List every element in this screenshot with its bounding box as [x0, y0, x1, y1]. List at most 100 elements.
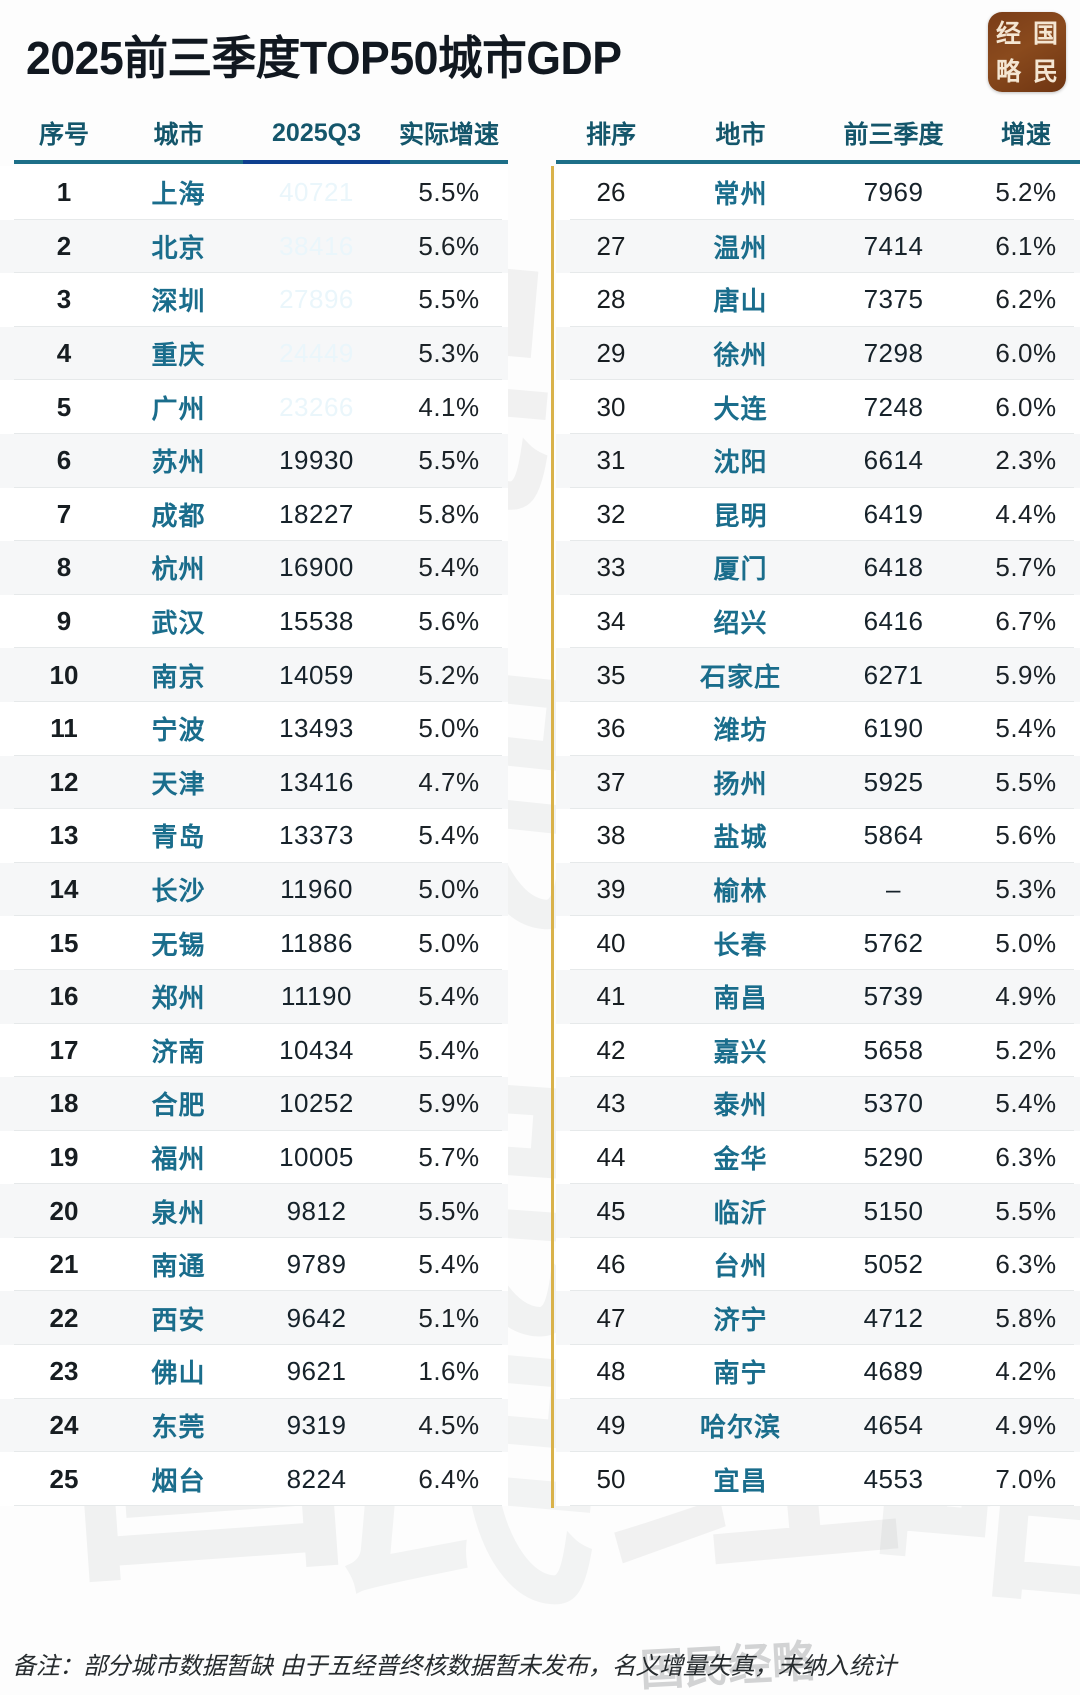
cell-rate: 6.7% — [995, 606, 1057, 637]
cell-city: 上海 — [151, 180, 206, 211]
cell-rate: 5.6% — [418, 606, 480, 637]
cell-rank: 37 — [596, 766, 626, 797]
cell-rank: 30 — [596, 391, 626, 422]
cell-value: 11886 — [280, 927, 353, 958]
cell-city: 扬州 — [713, 769, 768, 800]
cell-city: 青岛 — [151, 823, 206, 854]
cell-value: 8224 — [286, 1463, 347, 1494]
cell-rank: 35 — [596, 659, 626, 690]
cell-rate: 5.2% — [995, 1034, 1057, 1065]
cell-value: 5658 — [863, 1034, 924, 1065]
cell-rank: 24 — [49, 1409, 79, 1440]
cell-city: 宜昌 — [713, 1466, 768, 1497]
cell-value: 10005 — [279, 1141, 354, 1172]
table-row: 32 昆明 6419 4.4% — [556, 487, 1080, 542]
table-row: 6 苏州 19930 5.5% — [0, 433, 508, 488]
table-row: 20 泉州 9812 5.5% — [0, 1184, 508, 1238]
cell-value: 9319 — [286, 1409, 347, 1440]
cell-rate: 7.0% — [995, 1463, 1057, 1494]
cell-city: 哈尔滨 — [699, 1412, 781, 1443]
cell-rate: 5.4% — [418, 981, 480, 1012]
cell-rate: 6.4% — [418, 1463, 480, 1494]
cell-value: 7248 — [863, 391, 924, 422]
cell-city: 厦门 — [713, 555, 768, 586]
cell-rate: 5.9% — [418, 1088, 480, 1119]
cell-rate: 6.0% — [995, 338, 1057, 369]
cell-city: 昆明 — [713, 501, 768, 532]
table-row: 41 南昌 5739 4.9% — [556, 969, 1080, 1024]
cell-city: 潍坊 — [713, 716, 768, 747]
cell-rate: 4.7% — [418, 766, 480, 797]
cell-rate: 5.5% — [418, 445, 480, 476]
cell-rank: 16 — [49, 981, 79, 1012]
table-row: 22 西安 9642 5.1% — [0, 1291, 508, 1346]
cell-rate: 5.3% — [995, 874, 1057, 905]
cell-value: 9642 — [286, 1302, 347, 1333]
cell-value: 4712 — [863, 1302, 924, 1333]
cell-value: 4654 — [863, 1409, 924, 1440]
col-header-shijizengsu: 实际增速 — [398, 121, 499, 149]
cell-value: 6418 — [863, 552, 924, 583]
cell-rank: 39 — [596, 874, 626, 905]
cell-value: 5739 — [863, 981, 924, 1012]
col-header-dishi: 地市 — [715, 121, 766, 149]
cell-rate: 5.6% — [418, 230, 480, 261]
table-left-half: 1 上海 40721 5.5% 2 北京 38416 5.6% 3 深圳 27896 5.5% 4 重庆 2… — [0, 166, 508, 1506]
cell-city: 西安 — [151, 1305, 206, 1336]
cell-rank: 10 — [49, 659, 79, 690]
cell-city: 北京 — [151, 233, 206, 264]
cell-rank: 28 — [596, 284, 626, 315]
cell-rate: 5.0% — [418, 874, 480, 905]
cell-city: 福州 — [151, 1144, 206, 1175]
cell-value: 6190 — [863, 713, 924, 744]
cell-rate: 5.2% — [995, 177, 1057, 208]
table-row: 24 东莞 9319 4.5% — [0, 1398, 508, 1453]
cell-rank: 29 — [596, 338, 626, 369]
cell-rate: 5.1% — [418, 1302, 480, 1333]
cell-rate: 2.3% — [995, 445, 1057, 476]
cell-value: 6419 — [863, 498, 924, 529]
cell-city: 石家庄 — [699, 662, 781, 693]
cell-rate: 5.3% — [418, 338, 480, 369]
cell-value: 7375 — [863, 284, 924, 315]
cell-rate: 4.9% — [995, 1409, 1057, 1440]
cell-value: 5762 — [863, 927, 924, 958]
cell-rate: 4.9% — [995, 981, 1057, 1012]
cell-rank: 14 — [49, 874, 79, 905]
cell-rate: 5.6% — [995, 820, 1057, 851]
table-row: 39 榆林 – 5.3% — [556, 862, 1080, 917]
header-rule-left — [14, 160, 243, 164]
cell-rank: 31 — [596, 445, 626, 476]
cell-value: 6271 — [863, 659, 924, 690]
cell-rank: 8 — [56, 552, 72, 583]
cell-city: 济宁 — [713, 1305, 768, 1336]
cell-rank: 27 — [596, 230, 626, 261]
cell-value: 13373 — [279, 820, 354, 851]
cell-value: 27896 — [279, 284, 354, 315]
table-row: 35 石家庄 6271 5.9% — [556, 648, 1080, 702]
cell-city: 南通 — [151, 1252, 206, 1283]
header-rule-left-tail — [390, 160, 508, 164]
cell-value: 5864 — [863, 820, 924, 851]
cell-value: 5370 — [863, 1088, 924, 1119]
cell-value: – — [886, 874, 901, 905]
cell-value: 24449 — [279, 338, 354, 369]
cell-city: 大连 — [713, 394, 768, 425]
column-header-row: 序号 城市 2025Q3 实际增速 排序 地市 前三季度 增速 — [0, 104, 1080, 162]
cell-rank: 47 — [596, 1302, 626, 1333]
logo-char-jing: 经 — [995, 18, 1021, 48]
table-row: 17 济南 10434 5.4% — [0, 1023, 508, 1078]
cell-rank: 18 — [49, 1088, 79, 1119]
table-row: 25 烟台 8224 6.4% — [0, 1452, 508, 1506]
cell-city: 深圳 — [151, 287, 206, 318]
cell-rate: 5.4% — [418, 1034, 480, 1065]
cell-city: 广州 — [151, 394, 206, 425]
header-rule-right — [556, 160, 1080, 164]
cell-city: 南昌 — [713, 984, 768, 1015]
cell-value: 6416 — [863, 606, 924, 637]
cell-city: 长沙 — [151, 877, 206, 908]
cell-value: 7298 — [863, 338, 924, 369]
cell-rate: 5.5% — [995, 766, 1057, 797]
cell-value: 23266 — [279, 391, 354, 422]
table-row: 4 重庆 24449 5.3% — [0, 326, 508, 381]
